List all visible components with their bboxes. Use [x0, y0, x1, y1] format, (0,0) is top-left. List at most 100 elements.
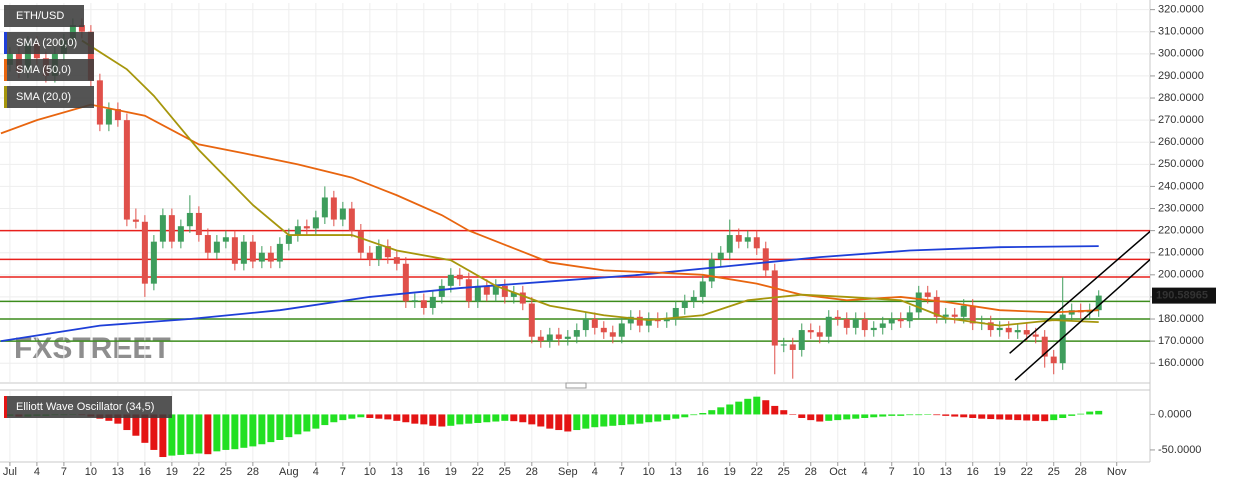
osc-bar [501, 414, 509, 421]
osc-bar [285, 414, 293, 438]
osc-bar [681, 414, 689, 418]
candle-body [681, 301, 688, 308]
osc-bar [816, 414, 824, 422]
legend-box [4, 86, 94, 108]
osc-bar [1059, 414, 1067, 418]
legend-box [4, 396, 172, 418]
osc-bar [492, 414, 500, 422]
candle-body [735, 235, 742, 242]
x-tick-label: Jul [3, 466, 17, 478]
candle-body [1050, 356, 1057, 364]
candle-body [348, 208, 355, 231]
candle-body [753, 237, 760, 249]
osc-bar [555, 414, 563, 431]
candle-body [78, 25, 85, 32]
osc-bar [915, 414, 923, 416]
candle-body [411, 300, 418, 302]
osc-bar [591, 414, 599, 428]
osc-bar [933, 414, 941, 416]
legend-swatch [4, 396, 7, 418]
candle-body [1014, 330, 1021, 333]
candle-body [924, 292, 931, 297]
candle-body [258, 252, 265, 262]
candle-body [789, 344, 796, 350]
x-tick-label: 13 [940, 466, 952, 478]
osc-bar [366, 414, 374, 418]
candle-body [366, 252, 373, 260]
osc-bar [258, 414, 266, 445]
osc-bar [951, 414, 959, 417]
osc-bar [438, 414, 446, 427]
osc-bar [321, 414, 329, 426]
osc-bar [1041, 414, 1049, 422]
candle-body [240, 241, 247, 264]
candle-body [906, 312, 913, 322]
osc-bar [294, 414, 302, 435]
osc-bar [663, 414, 671, 421]
candle-body [636, 316, 643, 326]
x-tick-label: 22 [472, 466, 484, 478]
osc-bar [357, 414, 365, 418]
candle-body [402, 263, 409, 302]
osc-bar [465, 414, 473, 424]
osc-bar [114, 414, 122, 424]
x-tick-label: 7 [889, 466, 895, 478]
osc-bar [132, 414, 140, 436]
osc-bar [771, 405, 779, 415]
x-tick-label: 10 [364, 466, 376, 478]
candle-body [393, 257, 400, 264]
candle-body [627, 316, 634, 324]
osc-bar [177, 414, 185, 455]
legend-swatch [4, 86, 7, 108]
candle-body [825, 316, 832, 337]
legend-label: SMA (20,0) [16, 91, 71, 103]
osc-bar [843, 414, 851, 420]
y-tick-label: 240.0000 [1158, 180, 1204, 192]
candle-body [114, 109, 121, 121]
drag-handle[interactable] [565, 382, 587, 389]
x-tick-label: 16 [418, 466, 430, 478]
x-tick-label: 13 [670, 466, 682, 478]
candle-body [861, 319, 868, 331]
osc-bar [456, 414, 464, 425]
x-tick-label: 22 [751, 466, 763, 478]
legend-label: SMA (200,0) [16, 37, 77, 49]
x-tick-label: 7 [619, 466, 625, 478]
osc-bar [231, 414, 239, 450]
osc-bar [303, 414, 311, 432]
candle-body [546, 334, 553, 342]
x-tick-label: Oct [829, 466, 846, 478]
osc-bar [834, 414, 842, 421]
candle-body [150, 241, 157, 284]
candle-body [798, 330, 805, 350]
osc-bar [1086, 411, 1094, 415]
candle-body [195, 212, 202, 236]
x-tick-label: Sep [558, 466, 578, 478]
y-tick-label: 300.0000 [1158, 48, 1204, 60]
x-tick-label: 28 [805, 466, 817, 478]
candle-body [609, 332, 616, 337]
osc-bar [564, 414, 572, 432]
x-tick-label: 16 [139, 466, 151, 478]
osc-bar [744, 398, 752, 415]
legend-swatch [4, 59, 7, 81]
osc-bar [870, 414, 878, 418]
osc-bar [330, 414, 338, 423]
osc-bar [753, 396, 761, 415]
price-label-box [1152, 287, 1216, 304]
candle-body [420, 300, 427, 308]
plot: FXSTREET [0, 3, 1150, 382]
candle-body [780, 344, 787, 346]
osc-bar [906, 414, 914, 416]
candle-body [96, 80, 103, 125]
osc-bar [519, 414, 527, 423]
y-tick-label: 310.0000 [1158, 26, 1204, 38]
y-tick-label: 260.0000 [1158, 136, 1204, 148]
osc-bar [807, 414, 815, 421]
candle-body [762, 248, 769, 271]
osc-bar [708, 410, 716, 415]
candle-body [447, 274, 454, 286]
candle-body [186, 212, 193, 227]
candle-body [618, 323, 625, 337]
candle-body [1095, 295, 1102, 311]
